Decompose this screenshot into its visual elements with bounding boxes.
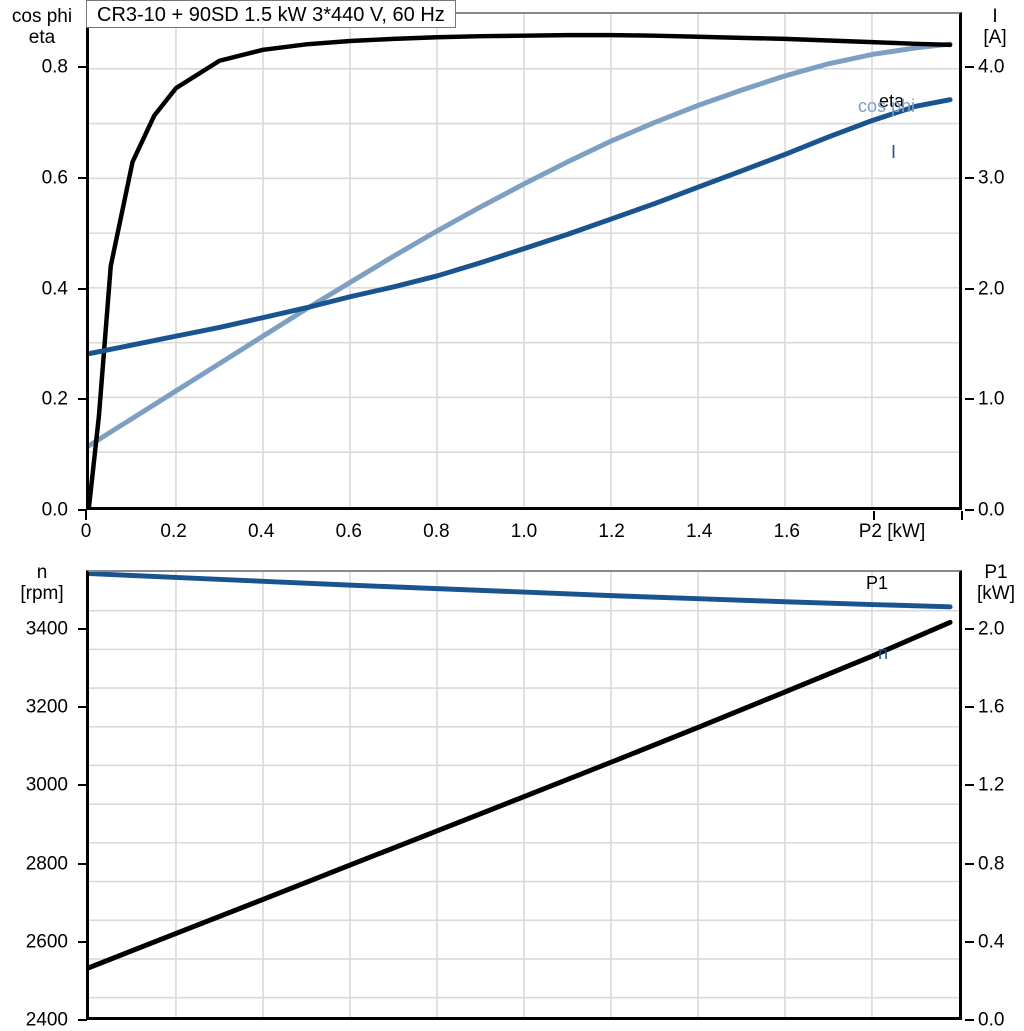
top-left-tick-1: 0.2: [41, 388, 68, 410]
bottom-left-tick-1: 2600: [25, 931, 68, 953]
bottom-right-tick-0: 0.0: [978, 1009, 1005, 1031]
top-x-axis-title: P2 [kW]: [858, 521, 926, 542]
bottom-right-tickmark-1: [965, 940, 974, 943]
top-left-tickmark-3: [78, 177, 87, 179]
bottom-left-tickmark-2: [78, 862, 87, 865]
top-curves: [89, 32, 953, 507]
top-left-tickmark-2: [78, 287, 87, 290]
bottom-right-tickmark-3: [965, 784, 974, 787]
bottom-right-tickmark-0: [965, 1019, 974, 1021]
top-right-tickmark-3: [965, 177, 974, 179]
top-x-tickmark-end: [961, 511, 963, 520]
top-left-tickmark-1: [78, 398, 87, 401]
bottom-left-tick-2: 2800: [25, 853, 68, 874]
curve-label-eta: eta: [879, 91, 905, 111]
curve-label-speed: n: [878, 643, 889, 663]
bottom-left-tick-5: 3400: [25, 618, 68, 640]
curve-eta: [89, 32, 953, 507]
bottom-left-tick-0: 2400: [25, 1009, 68, 1031]
top-right-tickmark-0: [965, 509, 974, 511]
bottom-left-tickmark-5: [78, 627, 87, 630]
top-gridlines: [89, 14, 959, 507]
curve-speed: [89, 572, 953, 610]
top-x-tick-2: 0.4: [247, 521, 275, 542]
top-x-tick-8: 1.6: [773, 521, 801, 542]
top-left-tickmark-4: [78, 66, 87, 69]
top-right-tickmark-1: [965, 398, 974, 401]
chart-title-box: CR3-10 + 90SD 1.5 kW 3*440 V, 60 Hz: [86, 0, 456, 28]
bottom-left-tickmark-1: [78, 940, 87, 943]
curve-label-cos-phi: cos phi: [858, 96, 916, 116]
bottom-right-tick-4: 1.6: [978, 696, 1005, 718]
bottom-left-tickmark-0: [78, 1019, 87, 1021]
curve-label-current: I: [891, 142, 897, 162]
top-left-tick-2: 0.4: [41, 278, 68, 300]
top-x-tickmark-0: [85, 511, 87, 520]
bottom-chart: n [rpm] P1 [kW]: [0, 548, 1024, 1030]
top-left-tick-4: 0.8: [41, 56, 68, 78]
bottom-right-axis-title: P1 [kW]: [977, 562, 1015, 604]
bottom-right-tickmark-5: [965, 627, 974, 630]
top-left-tick-0: 0.0: [41, 499, 68, 521]
top-left-tick-3: 0.6: [41, 167, 68, 189]
top-x-tick-0: 0: [80, 521, 92, 542]
top-right-tick-4: 4.0: [978, 56, 1005, 78]
top-chart: cos phi eta I [A] CR3-10 + 90SD 1.5 kW 3…: [11, 0, 1007, 542]
bottom-left-tickmark-3: [78, 784, 87, 787]
bottom-left-tickmark-4: [78, 706, 87, 708]
bottom-left-axis-title: n [rpm]: [20, 562, 64, 604]
curve-cos-phi: [89, 41, 953, 449]
top-left-axis-title: cos phi eta: [11, 6, 73, 48]
bottom-right-tickmark-4: [965, 706, 974, 708]
top-right-tick-2: 2.0: [978, 278, 1005, 300]
curve-current: [89, 97, 953, 357]
top-right-tick-0: 0.0: [978, 499, 1005, 521]
top-x-tick-1: 0.2: [160, 521, 187, 542]
bottom-curves: [89, 572, 953, 971]
bottom-plot-area: [86, 570, 962, 1020]
top-right-axis-title: I [A]: [983, 6, 1007, 48]
top-x-tick-4: 0.8: [423, 521, 450, 542]
top-x-tick-6: 1.2: [598, 521, 625, 542]
top-right-tickmark-2: [965, 287, 974, 290]
bottom-left-tick-4: 3200: [25, 696, 68, 718]
curve-label-power-input: P1: [866, 573, 889, 593]
bottom-right-tick-1: 0.4: [978, 931, 1005, 953]
bottom-gridlines: [89, 572, 959, 1017]
top-left-tickmark-0: [78, 509, 87, 511]
top-right-tickmark-4: [965, 66, 974, 69]
bottom-right-tick-2: 0.8: [978, 853, 1005, 874]
curve-power-input: [89, 619, 953, 971]
bottom-right-tick-5: 2.0: [978, 618, 1005, 640]
bottom-right-tickmark-2: [965, 862, 974, 865]
top-plot-area: [86, 12, 962, 510]
top-right-tick-3: 3.0: [978, 167, 1005, 189]
bottom-left-tick-3: 3000: [25, 774, 68, 796]
top-x-tick-7: 1.4: [685, 521, 713, 542]
top-x-tick-3: 0.6: [335, 521, 363, 542]
top-right-tick-1: 1.0: [978, 388, 1005, 410]
top-x-tickmark-9: [873, 511, 875, 520]
bottom-right-tick-3: 1.2: [978, 774, 1005, 796]
top-x-tick-5: 1.0: [510, 521, 538, 542]
